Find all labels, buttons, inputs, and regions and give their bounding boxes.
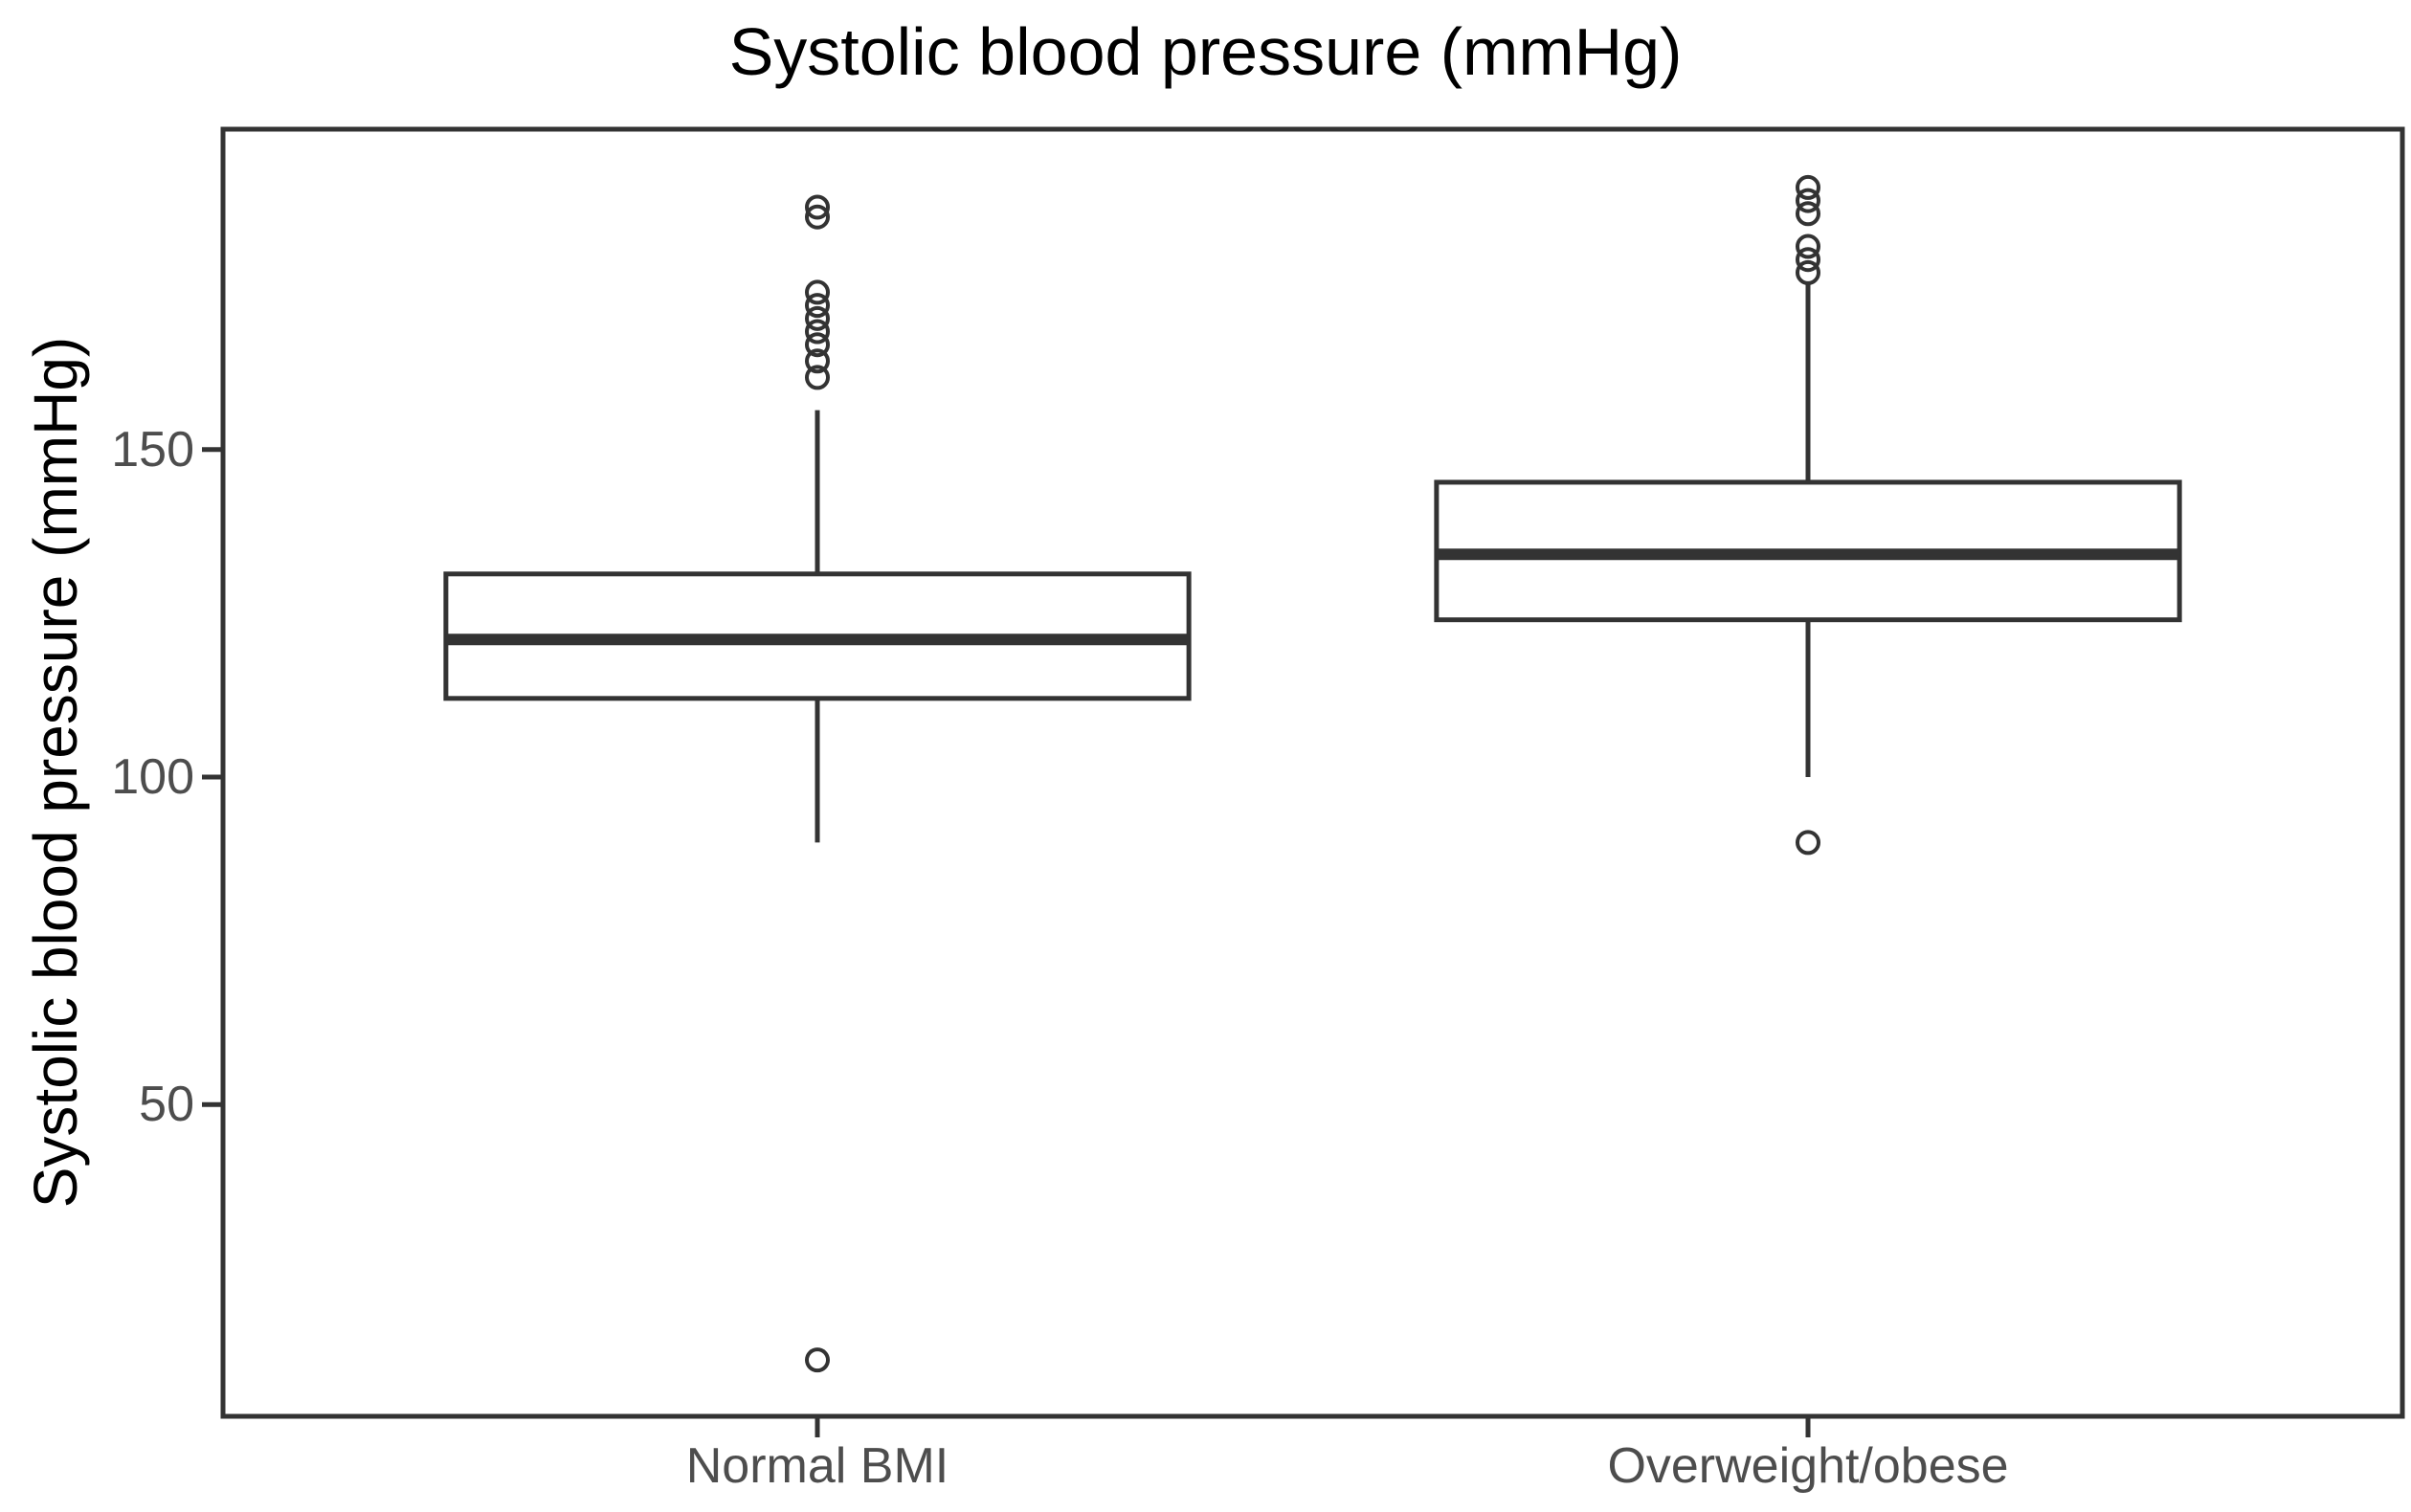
outlier-point: [805, 1347, 830, 1373]
outlier-point: [805, 332, 830, 358]
y-tick-label: 150: [111, 421, 194, 478]
outlier-point: [805, 204, 830, 230]
outlier-point: [1796, 201, 1820, 227]
panel-border: [220, 126, 2405, 1419]
outlier-point: [1796, 259, 1820, 285]
outlier-point: [805, 279, 830, 305]
outlier-point: [805, 365, 830, 390]
outlier-point: [1796, 247, 1820, 273]
outlier-point: [1796, 188, 1820, 213]
outlier-point: [1796, 233, 1820, 259]
x-category-label: Overweight/obese: [1607, 1438, 2009, 1494]
x-category-label: Normal BMI: [685, 1438, 949, 1494]
outlier-point: [805, 293, 830, 319]
chart-title: Systolic blood pressure (mmHg): [728, 14, 1683, 89]
outlier-point: [805, 194, 830, 220]
outlier-point: [805, 305, 830, 331]
outlier-point: [805, 348, 830, 374]
y-tick-label: 50: [139, 1077, 194, 1133]
outlier-point: [805, 319, 830, 345]
outlier-point: [1796, 174, 1820, 200]
outlier-point: [1796, 830, 1820, 856]
y-tick-label: 100: [111, 748, 194, 805]
